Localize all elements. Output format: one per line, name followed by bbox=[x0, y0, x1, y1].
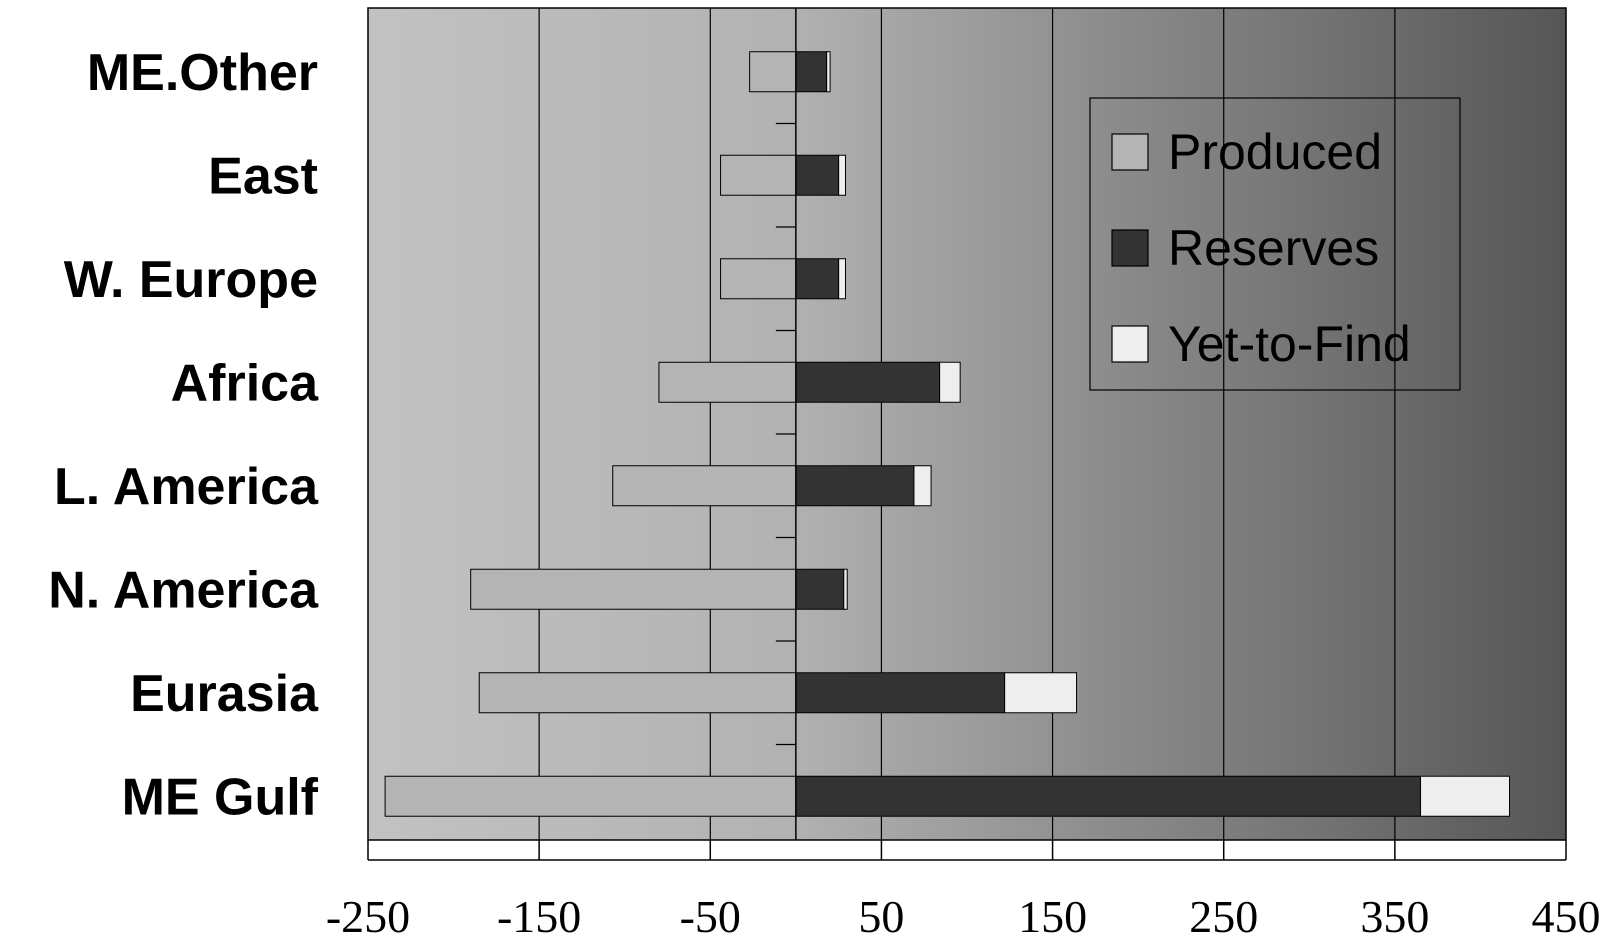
bar-yet-to-find bbox=[843, 568, 848, 610]
legend-swatch bbox=[1111, 325, 1149, 363]
bar-produced bbox=[658, 361, 797, 403]
category-label: ME Gulf bbox=[122, 768, 319, 826]
bar-reserves bbox=[795, 154, 840, 196]
x-tick-label: 50 bbox=[858, 891, 904, 941]
tick-labels: -250 -150 -50 50 150 250 350 450 bbox=[326, 891, 1601, 941]
bar-yet-to-find bbox=[826, 51, 831, 93]
bar-reserves bbox=[795, 568, 845, 610]
bar-yet-to-find bbox=[939, 361, 961, 403]
category-label: L. America bbox=[54, 458, 319, 516]
bar-yet-to-find bbox=[913, 465, 932, 507]
bar-yet-to-find bbox=[1004, 672, 1078, 714]
plot-area bbox=[367, 7, 1567, 841]
bar-produced bbox=[720, 154, 797, 196]
legend-swatch bbox=[1111, 229, 1149, 267]
bar-produced bbox=[749, 51, 797, 93]
legend-swatch bbox=[1111, 133, 1149, 171]
bar-yet-to-find bbox=[838, 154, 846, 196]
legend-box bbox=[1089, 97, 1461, 391]
legend-label: Reserves bbox=[1168, 220, 1379, 276]
x-tick-label: 450 bbox=[1532, 891, 1601, 941]
x-tick-label: -150 bbox=[497, 891, 581, 941]
bar-reserves bbox=[795, 258, 840, 300]
legend-label: Yet-to-Find bbox=[1168, 316, 1411, 372]
bar-reserves bbox=[795, 672, 1006, 714]
bar-produced bbox=[384, 775, 797, 817]
axis bbox=[367, 8, 1567, 861]
x-tick-label: -50 bbox=[680, 891, 741, 941]
x-tick-label: -250 bbox=[326, 891, 410, 941]
category-labels: ME.Other East W. Europe Africa L. America N. … bbox=[48, 44, 319, 827]
x-tick-label: 150 bbox=[1018, 891, 1087, 941]
category-label: Eurasia bbox=[130, 665, 319, 723]
category-label: N. America bbox=[48, 561, 319, 619]
legend: Produced Reserves Yet-to-Find bbox=[1089, 97, 1461, 391]
bar-yet-to-find bbox=[1420, 775, 1511, 817]
legend-label: Produced bbox=[1168, 124, 1382, 180]
x-tick-label: 350 bbox=[1360, 891, 1429, 941]
category-label: W. Europe bbox=[64, 251, 318, 309]
x-tick-label: 250 bbox=[1189, 891, 1258, 941]
category-label: ME.Other bbox=[87, 44, 318, 102]
category-label: Africa bbox=[171, 354, 319, 412]
category-label: East bbox=[208, 147, 318, 205]
bar-produced bbox=[478, 672, 797, 714]
bar-reserves bbox=[795, 51, 828, 93]
bar-produced bbox=[720, 258, 797, 300]
bars bbox=[384, 51, 1511, 817]
bar-reserves bbox=[795, 361, 941, 403]
bar-yet-to-find bbox=[838, 258, 846, 300]
bar-produced bbox=[612, 465, 797, 507]
bar-reserves bbox=[795, 775, 1422, 817]
bar-produced bbox=[470, 568, 797, 610]
bar-reserves bbox=[795, 465, 915, 507]
